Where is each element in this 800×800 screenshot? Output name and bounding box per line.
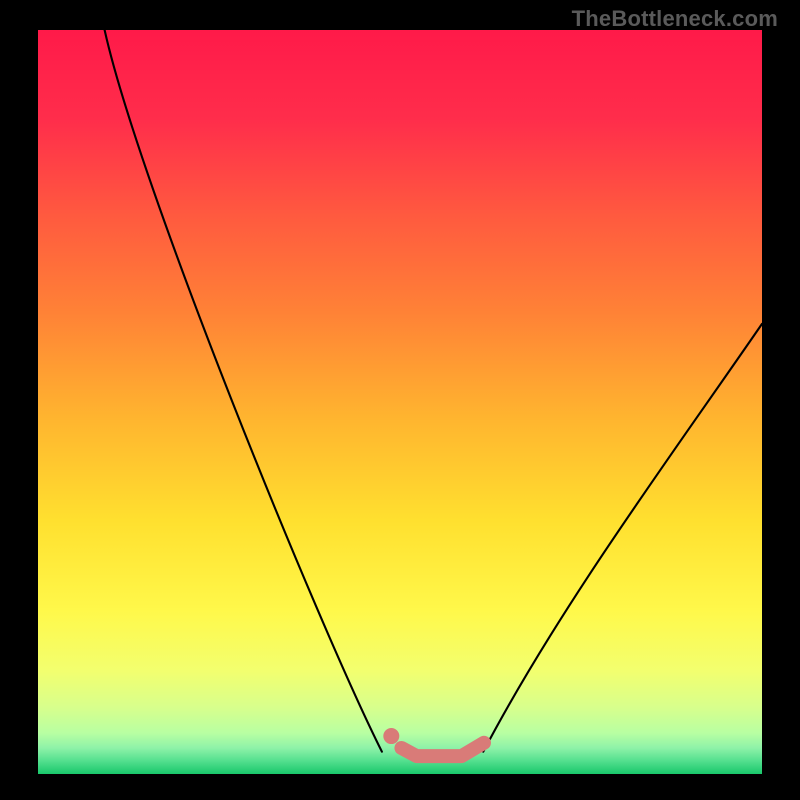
gradient-background — [38, 30, 762, 774]
watermark-text: TheBottleneck.com — [572, 6, 778, 32]
bottleneck-chart — [38, 30, 762, 774]
optimal-point-dot — [383, 728, 399, 744]
